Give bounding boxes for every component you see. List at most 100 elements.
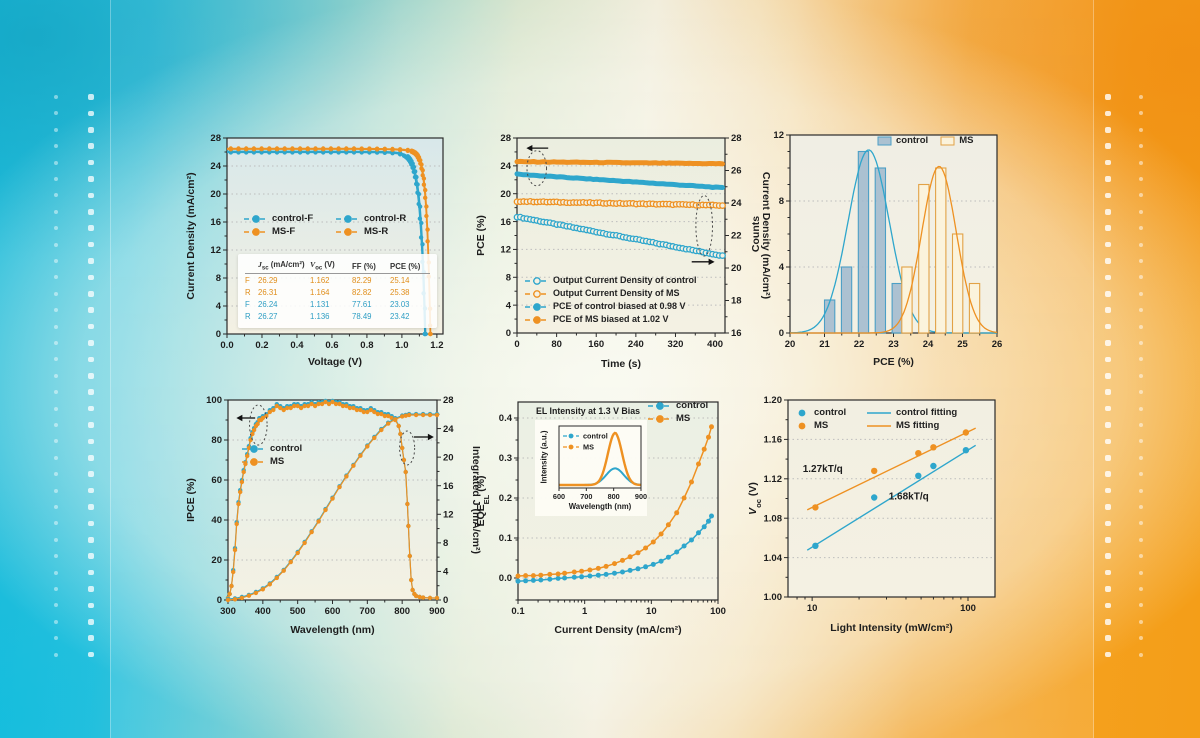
deco-dot	[1138, 258, 1144, 264]
deco-dot	[1105, 487, 1111, 494]
legend-item: control	[242, 442, 302, 455]
deco-dot	[1105, 291, 1111, 297]
deco-dot	[1105, 340, 1111, 346]
svg-text:20: 20	[785, 339, 796, 350]
deco-dot	[1138, 275, 1144, 280]
deco-dot	[53, 636, 59, 641]
deco-dot	[53, 242, 59, 247]
deco-dot	[1105, 471, 1111, 477]
deco-dot	[53, 127, 59, 132]
svg-text:12: 12	[210, 245, 221, 256]
svg-text:80: 80	[551, 339, 562, 350]
legend-item: control	[648, 399, 708, 412]
deco-dot	[88, 553, 94, 559]
deco-dot	[88, 274, 94, 281]
deco-dot	[53, 455, 59, 460]
deco-dot	[1138, 554, 1144, 559]
deco-dot	[53, 308, 59, 313]
deco-dot	[53, 504, 59, 510]
deco-dot	[88, 192, 94, 199]
deco-dot	[53, 324, 59, 329]
svg-text:400: 400	[707, 339, 723, 350]
legend-item: MS	[242, 455, 302, 468]
deco-dot	[88, 94, 94, 100]
svg-text:8: 8	[443, 538, 448, 549]
deco-dot	[1105, 225, 1111, 231]
svg-text:28: 28	[443, 395, 454, 406]
svg-text:24: 24	[210, 161, 221, 172]
svg-text:0: 0	[514, 339, 519, 350]
deco-dot	[1138, 619, 1144, 624]
svg-text:1.2: 1.2	[430, 340, 443, 351]
deco-dot	[1105, 586, 1111, 592]
svg-text:26: 26	[992, 339, 1003, 350]
slope-label: 1.68kT/q	[889, 491, 929, 502]
deco-dot	[88, 176, 94, 182]
svg-text:1.08: 1.08	[764, 513, 783, 524]
hist-bar	[951, 233, 964, 334]
legend-item: MS-R	[336, 225, 428, 238]
voc-point	[812, 542, 819, 549]
jv-table-row: F 26.29 1.162 82.29 25.14	[245, 275, 410, 285]
y-axis-label: Voc (V)	[747, 482, 763, 515]
deco-dot	[88, 143, 94, 149]
legend-item: control	[794, 406, 866, 419]
deco-dot	[1138, 308, 1144, 313]
deco-dot	[1105, 258, 1111, 264]
legend-item: control-R	[336, 212, 428, 225]
legend-item: control-F	[244, 212, 336, 225]
deco-dot	[1138, 144, 1144, 149]
svg-text:4: 4	[506, 300, 512, 311]
svg-text:100: 100	[206, 395, 222, 406]
deco-dot	[88, 602, 94, 609]
deco-dot	[53, 406, 59, 411]
legend-item: control fitting	[867, 407, 958, 418]
svg-text:0.1: 0.1	[499, 533, 513, 544]
y-axis-label: IPCE (%)	[185, 478, 197, 522]
deco-dot	[88, 504, 94, 510]
svg-text:24: 24	[500, 161, 511, 172]
deco-dot	[88, 209, 94, 215]
deco-dot	[53, 340, 59, 346]
inset-x-label: Wavelength (nm)	[569, 502, 632, 511]
svg-text:1: 1	[582, 606, 588, 617]
svg-text:28: 28	[731, 133, 742, 144]
chart-mpp: 0 4 8 12 16 20 24 28 0 80 160 240 320 400 16 18 20 22 24 26…	[475, 133, 772, 370]
svg-text:24: 24	[443, 424, 454, 435]
y-axis-label: PCE (%)	[475, 215, 487, 256]
svg-text:8: 8	[779, 196, 784, 207]
svg-text:0.4: 0.4	[499, 413, 513, 424]
deco-dot	[1105, 455, 1111, 461]
deco-dot	[1105, 651, 1111, 658]
svg-text:22: 22	[731, 231, 742, 242]
chart-eqe: 0.0 0.1 0.2 0.3 0.4 0.1 1 10 100 Current Density …	[475, 401, 726, 636]
svg-text:40: 40	[211, 515, 222, 526]
svg-text:16: 16	[443, 481, 454, 492]
voc-point	[915, 472, 922, 479]
svg-text:28: 28	[500, 133, 511, 144]
svg-text:0.4: 0.4	[290, 340, 304, 351]
panel-stability-mpp: 0 4 8 12 16 20 24 28 0 80 160 240 320 400 16 18 20 22 24 26…	[470, 122, 772, 372]
svg-text:0: 0	[506, 328, 511, 339]
deco-dot	[1138, 439, 1144, 444]
deco-dot	[88, 471, 94, 477]
legend-item: Output Current Density of MS	[525, 287, 697, 300]
annotation-ellipse	[526, 150, 548, 187]
deco-dot	[1138, 176, 1144, 182]
svg-text:20: 20	[443, 452, 454, 463]
chart-jv: 0 4 8 12 16 20 24 28 0.0 0.2 0.4 0.6 0.8 1.0 1.2 Voltag…	[185, 133, 444, 368]
deco-dot	[53, 422, 59, 428]
svg-text:0.0: 0.0	[220, 340, 233, 351]
svg-text:0: 0	[443, 595, 448, 606]
svg-text:23: 23	[888, 339, 899, 350]
deco-dot	[53, 291, 59, 296]
hist-bar	[935, 167, 947, 334]
hist-bar	[857, 150, 870, 334]
hist-bar	[968, 282, 981, 334]
svg-text:20: 20	[500, 189, 511, 200]
svg-text:320: 320	[668, 339, 684, 350]
deco-dot	[1105, 373, 1111, 379]
svg-text:0: 0	[779, 328, 784, 339]
deco-dot	[53, 619, 59, 624]
